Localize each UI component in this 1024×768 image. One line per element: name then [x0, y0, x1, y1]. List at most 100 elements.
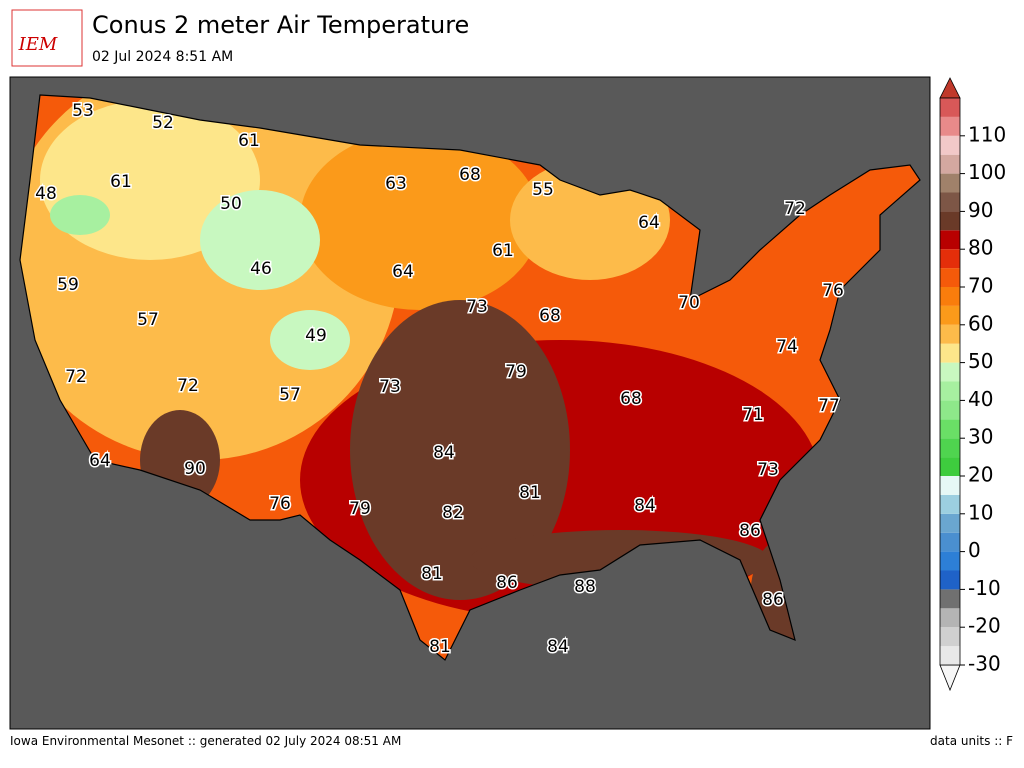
- colorbar-band: [940, 343, 960, 363]
- logo-frame: [11, 9, 83, 67]
- colorbar-band: [940, 268, 960, 287]
- colorbar-band: [940, 400, 960, 420]
- colorbar-band: [940, 154, 960, 174]
- colorbar-band: [940, 211, 960, 231]
- colorbar-band: [940, 551, 960, 571]
- logo-text: IEM: [18, 34, 58, 55]
- colorbar-band: [940, 570, 960, 590]
- station-value: 79: [349, 499, 371, 519]
- colorbar-band: [940, 135, 960, 155]
- station-value: 57: [137, 310, 159, 330]
- station-value: 74: [776, 337, 798, 357]
- colorbar-tick-label: 100: [968, 160, 1006, 184]
- station-value: 68: [539, 306, 561, 326]
- station-value: 73: [757, 460, 779, 480]
- colorbar-band: [940, 249, 960, 269]
- colorbar-band: [940, 116, 960, 136]
- station-value: 72: [65, 367, 87, 387]
- colorbar-band: [940, 287, 960, 306]
- station-value: 86: [496, 573, 518, 593]
- colorbar-band: [940, 608, 960, 628]
- colorbar-band: [940, 627, 960, 647]
- title: Conus 2 meter Air Temperature: [92, 11, 469, 39]
- station-value: 68: [459, 165, 481, 185]
- colorbar-band: [940, 646, 960, 665]
- station-value: 50: [220, 194, 242, 214]
- station-value: 76: [269, 494, 291, 514]
- colorbar-band: [940, 192, 960, 212]
- station-value: 52: [152, 113, 174, 133]
- station-value: 46: [250, 259, 272, 279]
- colorbar-frame: [939, 97, 961, 666]
- colorbar-tick-label: 0: [968, 538, 981, 562]
- colorbar-band: [940, 324, 960, 344]
- station-value: 81: [421, 564, 443, 584]
- footer-left: Iowa Environmental Mesonet :: generated …: [10, 734, 401, 748]
- colorbar-band: [940, 173, 960, 193]
- colorbar-band: [940, 305, 960, 325]
- station-value: 81: [519, 483, 541, 503]
- station-value: 61: [492, 241, 514, 261]
- station-value: 64: [89, 451, 111, 471]
- station-value: 73: [379, 377, 401, 397]
- colorbar-tick-label: 110: [968, 122, 1006, 146]
- colorbar-band: [940, 513, 960, 533]
- colorbar-band: [940, 98, 960, 117]
- station-value: 82: [442, 503, 464, 523]
- station-value: 86: [739, 521, 761, 541]
- colorbar-band: [940, 381, 960, 401]
- station-value: 86: [762, 590, 784, 610]
- region: [50, 195, 110, 235]
- station-value: 61: [110, 172, 132, 192]
- colorbar-tick-label: 70: [968, 274, 993, 298]
- station-value: 70: [678, 293, 700, 313]
- colorbar-band: [940, 362, 960, 382]
- station-value: 84: [634, 496, 656, 516]
- colorbar-tick-label: 10: [968, 500, 993, 524]
- station-labels: 53 52 61 61 48 50 63 68 55 64 72 46 61 64 59 57 73 68 70 76…: [34, 100, 846, 659]
- colorbar-tick-label: 90: [968, 198, 993, 222]
- station-value: 84: [547, 637, 569, 657]
- colorbar-band: [940, 532, 960, 552]
- station-value: 64: [392, 262, 414, 282]
- colorbar-band: [940, 589, 960, 609]
- station-value: 90: [184, 459, 206, 479]
- us-outline: [19, 94, 921, 661]
- colorbar-band: [940, 457, 960, 476]
- colorbar-tick-label: 60: [968, 311, 993, 335]
- station-value: 72: [177, 376, 199, 396]
- station-value: 81: [429, 637, 451, 657]
- colorbar-band: [940, 476, 960, 495]
- colorbar-tick-label: -10: [968, 576, 1001, 600]
- station-value: 73: [466, 297, 488, 317]
- station-value: 53: [72, 101, 94, 121]
- subtitle: 02 Jul 2024 8:51 AM: [92, 49, 233, 65]
- colorbar-tick-label: 80: [968, 236, 993, 260]
- colorbar-tick-label: 30: [968, 425, 993, 449]
- region: [350, 300, 570, 600]
- station-value: 84: [433, 443, 455, 463]
- station-value: 72: [784, 199, 806, 219]
- station-value: 64: [638, 213, 660, 233]
- station-value: 63: [385, 174, 407, 194]
- colorbar-tick-label: 50: [968, 349, 993, 373]
- colorbar-tick-label: -30: [968, 652, 1001, 676]
- station-value: 48: [35, 184, 57, 204]
- station-value: 79: [505, 362, 527, 382]
- colorbar-band: [940, 494, 960, 514]
- station-value: 55: [532, 180, 554, 200]
- station-value: 76: [822, 281, 844, 301]
- colorbar: -30 -20 -10 0 10 20 30 40 50 60 70 80 90 100 110: [939, 77, 1006, 692]
- footer-right: data units :: F: [930, 734, 1013, 748]
- station-value: 71: [742, 405, 764, 425]
- station-value: 77: [818, 396, 840, 416]
- station-value: 61: [238, 131, 260, 151]
- station-value: 57: [279, 385, 301, 405]
- station-value: 68: [620, 389, 642, 409]
- region: [200, 190, 320, 290]
- station-value: 88: [574, 577, 596, 597]
- colorbar-band: [940, 438, 960, 458]
- station-value: 59: [57, 275, 79, 295]
- colorbar-band: [940, 419, 960, 439]
